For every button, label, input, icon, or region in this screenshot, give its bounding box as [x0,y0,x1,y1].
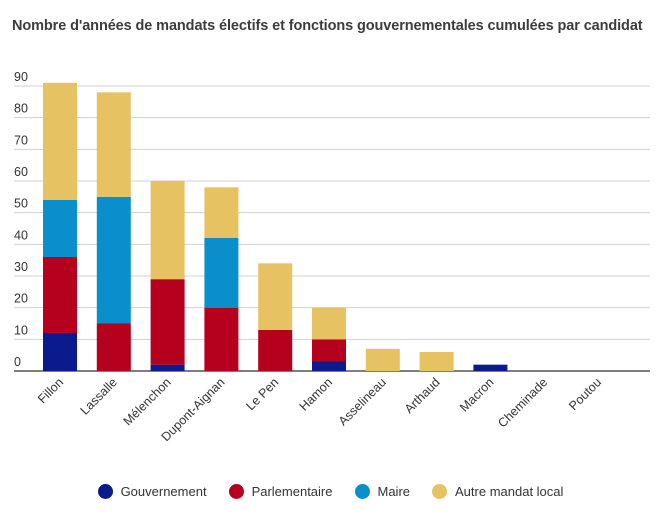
bar-segment [96,323,131,371]
x-tick-label: Fillon [35,375,66,406]
legend-item-autre-mandat-local: Autre mandat local [432,484,563,499]
bar-segment [43,257,77,333]
legend-label-gouvernement: Gouvernement [120,484,207,499]
legend-swatch-autre-mandat-local [432,484,448,499]
legend-swatch-parlementaire [228,484,244,499]
legend-swatch-gouvernement [97,484,113,499]
legend-item-parlementaire: Parlementaire [228,484,333,499]
legend-label-maire: Maire [377,484,411,499]
legend-label-autre-mandat-local: Autre mandat local [455,484,564,499]
chart-title: Nombre d'années de mandats électifs et f… [12,18,643,34]
bar-segment [312,339,346,362]
y-tick-label: 20 [14,292,28,306]
bar-segment [150,364,185,371]
y-tick-label: 90 [14,70,28,84]
bar-segment [204,307,239,371]
bar-segment [258,329,293,371]
y-tick-label: 40 [14,228,28,242]
x-tick-label: Arthaud [402,375,443,416]
legend-item-maire: Maire [354,484,411,499]
bar-segment [96,196,131,324]
x-tick-label: Hamon [297,375,335,413]
bar-segment [204,187,239,238]
y-tick-label: 60 [14,165,28,179]
bar-segment [204,238,239,308]
bar-segment [258,263,293,330]
x-tick-label: Poutou [566,375,604,413]
legend-item-gouvernement: Gouvernement [97,484,207,499]
legend: Gouvernement Parlementaire Maire Autre m… [0,484,661,499]
bar-segment [96,92,131,197]
x-tick-label: Le Pen [243,375,281,413]
y-tick-label: 30 [14,260,28,274]
stacked-bar-chart: 0 10 20 30 40 50 60 70 80 90 Fillon Lassalle Mélench… [14,70,650,444]
bar-segment [312,361,346,371]
y-tick-label: 50 [14,197,28,211]
bar-segment [365,348,400,371]
bar-segment [312,307,346,340]
bar-segment [150,181,185,280]
bar-segment [43,82,77,200]
x-tick-label: Asselineau [336,375,389,428]
legend-label-parlementaire: Parlementaire [251,484,333,499]
y-tick-label: 80 [14,102,28,116]
bar-segment [473,364,508,371]
x-tick-label: Mélenchon [121,375,174,428]
x-tick-label: Lassalle [78,375,120,417]
x-tick-label: Macron [457,375,496,414]
legend-swatch-maire [354,484,370,499]
y-tick-label: 10 [14,323,28,337]
bar-segment [150,279,185,365]
bar-segment [43,200,77,257]
bar-segment [43,333,77,371]
bar-segment [419,352,454,371]
y-tick-label: 0 [14,355,21,369]
y-tick-label: 70 [14,133,28,147]
x-tick-label: Cheminade [495,375,550,430]
